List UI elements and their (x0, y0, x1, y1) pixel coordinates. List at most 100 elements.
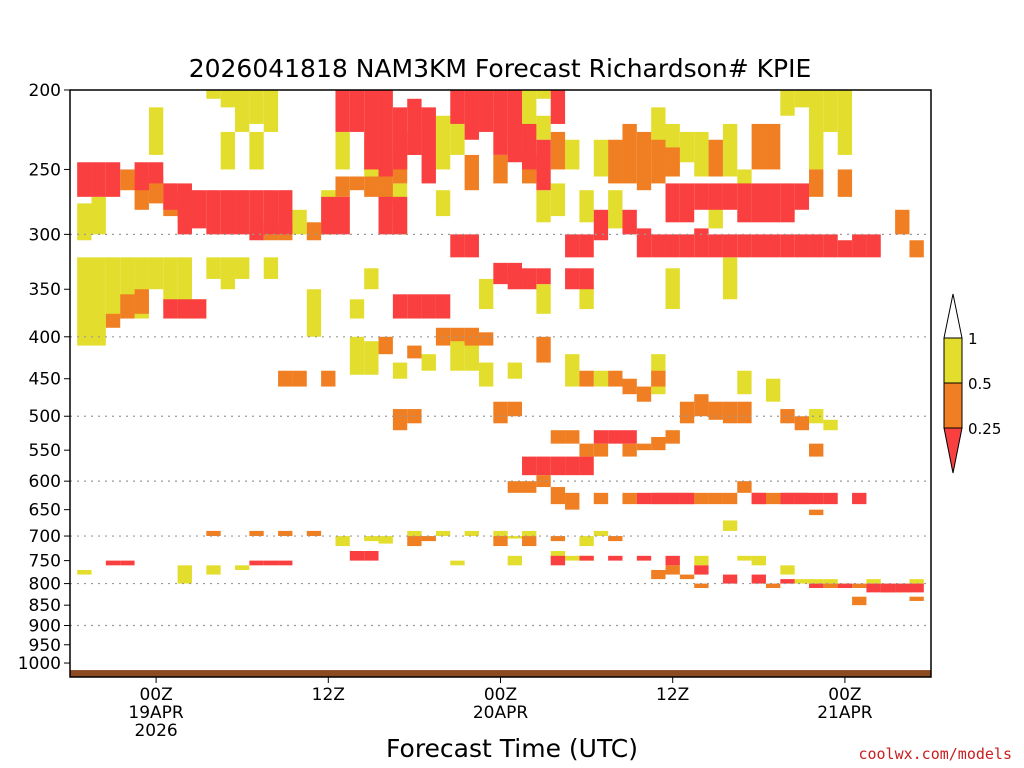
heatmap-cell (392, 196, 408, 235)
heatmap-cell (536, 284, 551, 314)
heatmap-cell (565, 430, 580, 444)
heatmap-cell (536, 90, 551, 99)
heatmap-cell (148, 162, 164, 184)
heatmap-cell (809, 131, 824, 170)
heatmap-cell (852, 492, 867, 505)
y-axis: 200 250 300 350 400 450 500 550 600 650 700 750 8008… (18, 81, 70, 674)
heatmap-cell (579, 268, 594, 290)
y-tick-label: 600 (29, 472, 61, 492)
heatmap-cell (263, 560, 279, 566)
colorbar-bin-05-1 (943, 337, 963, 384)
heatmap-cell (565, 492, 580, 510)
heatmap-cell (651, 436, 666, 451)
heatmap-cell (536, 190, 551, 223)
heatmap-cell (636, 443, 652, 451)
heatmap-cell (507, 362, 523, 379)
heatmap-cell (694, 394, 709, 417)
heatmap-cell (522, 530, 537, 537)
heatmap-cell (206, 90, 221, 99)
heatmap-cell (593, 443, 609, 457)
y-tick-label: 450 (29, 370, 61, 390)
heatmap-cell (780, 565, 795, 575)
heatmap-cell (263, 190, 279, 235)
heatmap-cell (579, 456, 594, 476)
heatmap-cell (665, 430, 680, 444)
heatmap-cell (909, 596, 924, 601)
heatmap-cell (751, 574, 766, 584)
heatmap-cell (837, 169, 853, 197)
heatmap-cell (335, 131, 350, 170)
heatmap-cell (636, 492, 652, 505)
heatmap-cell (765, 183, 781, 223)
heatmap-cell (378, 196, 393, 235)
heatmap-cell (780, 409, 795, 424)
heatmap-cell (909, 583, 924, 593)
heatmap-cell (364, 268, 379, 290)
heatmap-cell (450, 115, 465, 155)
heatmap-cell (565, 139, 580, 170)
heatmap-cell (335, 196, 350, 235)
heatmap-cell (220, 131, 236, 170)
heatmap-cell (134, 289, 149, 314)
heatmap-cell (665, 147, 680, 177)
heatmap-cell (493, 530, 508, 539)
heatmap-cell (636, 131, 652, 191)
heatmap-cell (493, 536, 508, 547)
heatmap-cell (737, 370, 752, 395)
y-tick-label: 750 (29, 552, 61, 572)
heatmap-cell (536, 268, 551, 285)
heatmap-cell (823, 234, 838, 258)
heatmap-cell (120, 560, 135, 566)
heatmap-cell (321, 196, 336, 235)
y-tick-label: 200 (29, 81, 61, 101)
heatmap-cell (249, 530, 264, 537)
heatmap-cell (622, 443, 637, 457)
heatmap-cell (608, 139, 623, 184)
heatmap-cell (694, 565, 709, 575)
heatmap-cell (866, 583, 881, 593)
heatmap-cell (765, 583, 781, 589)
x-tick-label: 12Z (656, 685, 689, 705)
heatmap-cell (278, 560, 293, 566)
heatmap-cell (321, 370, 336, 387)
heatmap-cell (737, 401, 752, 424)
y-tick-label: 850 (29, 596, 61, 616)
heatmap-cell (464, 90, 479, 140)
heatmap-cell (77, 203, 92, 241)
heatmap-cell (105, 162, 121, 197)
heatmap-cell (249, 560, 264, 566)
heatmap-cell (435, 294, 451, 319)
y-tick-label: 250 (29, 160, 61, 180)
heatmap-cell (809, 509, 824, 516)
heatmap-cell (679, 234, 695, 258)
heatmap-cell (263, 257, 279, 279)
heatmap-cell (809, 409, 824, 424)
heatmap-cell (636, 228, 652, 258)
colorbar-label-025: 0.25 (968, 420, 1001, 438)
heatmap-cell (550, 183, 566, 217)
heatmap-cell (306, 530, 322, 537)
heatmap-cell (507, 536, 523, 539)
heatmap-cell (421, 294, 436, 319)
heatmap-cell (464, 154, 479, 191)
heatmap-cell (478, 332, 494, 346)
heatmap-cell (823, 583, 838, 589)
heatmap-cell (565, 456, 580, 476)
chart-title: 2026041818 NAM3KM Forecast Richardson# K… (189, 54, 812, 83)
heatmap-cell (105, 257, 121, 319)
heatmap-cell (636, 386, 652, 402)
heatmap-cell (722, 520, 738, 531)
y-tick-label: 1000 (18, 654, 61, 674)
heatmap-cell (694, 183, 709, 210)
heatmap-cell (665, 492, 680, 505)
heatmap-cell (665, 565, 680, 575)
heatmap-cell (522, 268, 537, 290)
heatmap-cell (823, 419, 838, 431)
heatmap-cell (177, 565, 192, 584)
heatmap-cell (550, 90, 566, 124)
heatmap-cell (722, 234, 738, 258)
heatmap-cell (292, 209, 307, 235)
heatmap-cell (622, 492, 637, 505)
heatmap-cell (507, 90, 523, 163)
